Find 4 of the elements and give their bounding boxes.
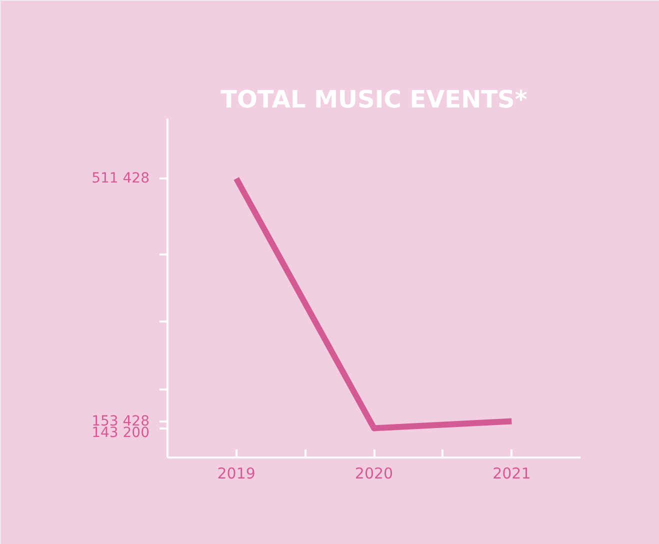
y-tick-label: 511 428 bbox=[92, 170, 150, 187]
x-tick-label: 2019 bbox=[217, 464, 256, 482]
x-tick-label: 2020 bbox=[354, 464, 394, 482]
x-tick-label: 2021 bbox=[492, 464, 531, 482]
